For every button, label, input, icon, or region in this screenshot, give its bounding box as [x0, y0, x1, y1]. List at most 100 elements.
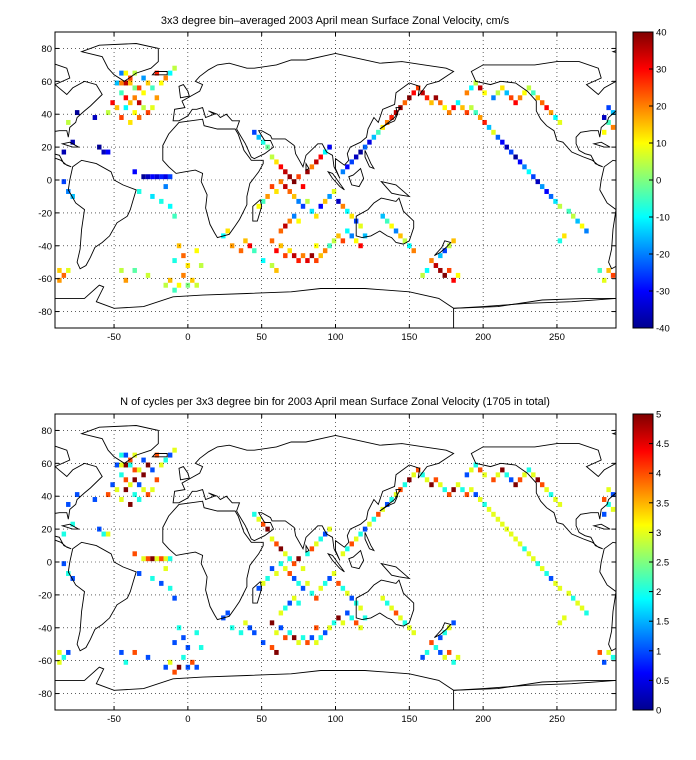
data-cell: [500, 139, 505, 145]
data-cell: [296, 556, 301, 562]
data-cell: [278, 179, 284, 185]
data-cell: [557, 501, 563, 507]
data-cell: [522, 546, 527, 552]
top-data-cells: [57, 65, 616, 293]
x-tick-label: 100: [328, 332, 344, 343]
data-cell: [548, 575, 554, 581]
data-cell: [314, 213, 319, 219]
data-cell: [491, 477, 496, 483]
coastline: [80, 425, 159, 464]
bottom-panel: N of cycles per 3x3 degree bin for 2003 …: [38, 396, 669, 725]
data-cell: [300, 203, 306, 209]
data-cell: [345, 228, 350, 234]
data-cell: [274, 189, 279, 194]
data-cell: [548, 492, 554, 498]
data-cell: [119, 472, 124, 478]
y-tick-label: -60: [38, 656, 52, 667]
data-cell: [61, 531, 67, 537]
data-cell: [557, 203, 563, 209]
data-cell: [305, 640, 310, 646]
data-cell: [322, 248, 328, 254]
data-cell: [141, 105, 146, 111]
data-cell: [132, 467, 137, 473]
data-cell: [181, 253, 186, 259]
coastline: [172, 434, 455, 561]
data-cell: [300, 585, 306, 591]
data-cell: [327, 144, 332, 150]
data-cell: [318, 585, 323, 591]
bottom-colorbar-ticks: 5 4.5 4 3.5 3 2.5 2 1.5 1 0.5 0: [649, 410, 669, 717]
data-cell: [376, 511, 381, 517]
data-cell: [314, 258, 319, 264]
data-cell: [291, 561, 297, 567]
data-cell: [145, 174, 151, 180]
coastline: [348, 549, 365, 570]
coastline: [684, 72, 696, 75]
data-cell: [74, 110, 80, 116]
data-cell: [256, 585, 261, 591]
data-cell: [145, 654, 151, 660]
data-cell: [132, 95, 137, 101]
data-cell: [517, 159, 523, 165]
data-cell: [327, 575, 332, 581]
data-cell: [393, 492, 399, 498]
data-cell: [269, 263, 275, 268]
data-cell: [128, 462, 133, 468]
data-cell: [256, 134, 261, 140]
y-tick-label: 0: [47, 558, 52, 569]
data-cell: [150, 487, 155, 493]
coastline: [355, 197, 415, 245]
data-cell: [336, 198, 341, 204]
y-tick-label: 20: [41, 525, 52, 536]
data-cell: [473, 110, 478, 116]
data-cell: [229, 243, 235, 249]
data-cell: [66, 119, 71, 125]
colorbar-tick-label: -20: [656, 250, 670, 261]
data-cell: [105, 110, 111, 116]
data-cell: [66, 501, 71, 507]
data-cell: [66, 189, 71, 194]
data-cell: [296, 600, 301, 606]
data-cell: [531, 174, 536, 180]
data-cell: [451, 277, 456, 283]
data-cell: [362, 615, 368, 621]
data-cell: [469, 85, 474, 91]
data-cell: [150, 174, 155, 180]
data-cell: [132, 169, 137, 175]
data-cell: [150, 467, 155, 473]
data-cell: [291, 179, 297, 185]
data-cell: [407, 625, 412, 631]
data-cell: [504, 90, 509, 96]
data-cell: [159, 174, 164, 180]
data-cell: [114, 105, 120, 111]
data-cell: [66, 267, 71, 273]
data-cell: [136, 189, 142, 194]
data-cell: [296, 218, 301, 224]
data-cell: [610, 272, 616, 278]
y-tick-label: 40: [41, 492, 52, 503]
data-cell: [393, 610, 399, 616]
data-cell: [495, 90, 501, 96]
data-cell: [128, 75, 133, 81]
colorbar-tick-label: 0: [656, 706, 661, 717]
data-cell: [265, 575, 270, 581]
data-cell: [260, 258, 266, 264]
data-cell: [384, 218, 390, 224]
data-cell: [145, 110, 151, 116]
data-cell: [411, 630, 416, 636]
data-cell: [340, 551, 346, 557]
x-tick-label: 200: [475, 332, 491, 343]
coastline: [80, 43, 159, 82]
data-cell: [119, 80, 124, 86]
data-cell: [274, 248, 279, 254]
data-cell: [74, 492, 80, 498]
x-tick-label: 250: [549, 332, 565, 343]
data-cell: [610, 124, 616, 130]
data-cell: [349, 213, 354, 219]
data-cell: [402, 482, 408, 488]
x-tick-label: 50: [256, 714, 267, 725]
bottom-chart-title: N of cycles per 3x3 degree bin for 2003 …: [120, 396, 550, 408]
data-cell: [194, 664, 199, 670]
data-cell: [119, 267, 124, 273]
data-cell: [61, 561, 67, 567]
